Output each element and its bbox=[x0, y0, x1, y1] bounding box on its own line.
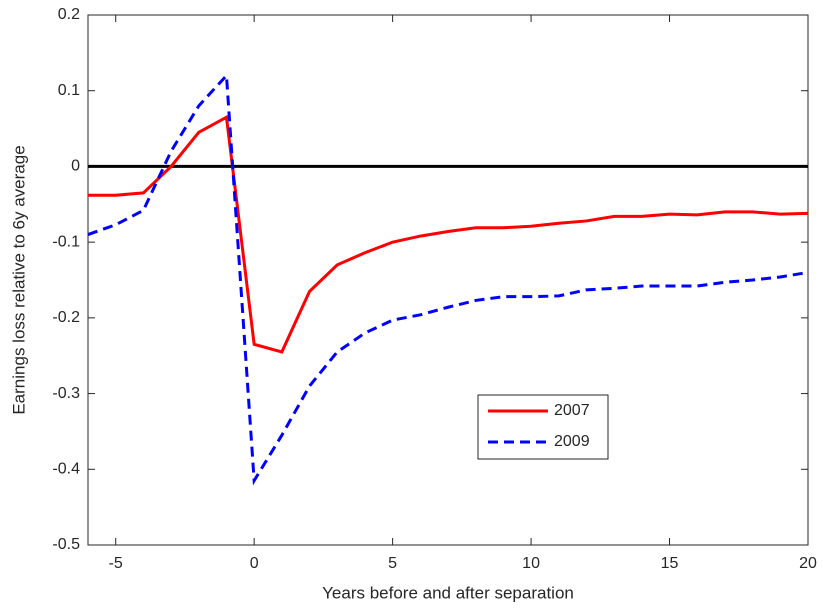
y-axis-label: Earnings loss relative to 6y average bbox=[9, 145, 28, 414]
legend-label: 2007 bbox=[554, 402, 590, 419]
series-line bbox=[88, 114, 809, 354]
x-tick-label: 5 bbox=[388, 555, 397, 572]
legend-label: 2009 bbox=[554, 433, 590, 450]
x-tick-label: -5 bbox=[109, 555, 123, 572]
y-tick-label: 0.2 bbox=[58, 6, 80, 23]
x-tick-label: 20 bbox=[799, 555, 817, 572]
y-tick-label: -0.4 bbox=[52, 461, 80, 478]
x-tick-label: 10 bbox=[522, 555, 540, 572]
y-tick-label: -0.3 bbox=[52, 385, 80, 402]
x-tick-label: 0 bbox=[250, 555, 259, 572]
y-tick-label: -0.2 bbox=[52, 309, 80, 326]
y-tick-label: -0.5 bbox=[52, 536, 80, 553]
x-axis-label: Years before and after separation bbox=[322, 583, 574, 602]
y-tick-label: -0.1 bbox=[52, 233, 80, 250]
legend-box bbox=[477, 394, 609, 460]
y-tick-label: 0 bbox=[71, 158, 80, 175]
y-tick-label: 0.1 bbox=[58, 82, 80, 99]
x-tick-label: 15 bbox=[661, 555, 679, 572]
series-line bbox=[87, 71, 809, 486]
plot-frame bbox=[87, 14, 809, 546]
